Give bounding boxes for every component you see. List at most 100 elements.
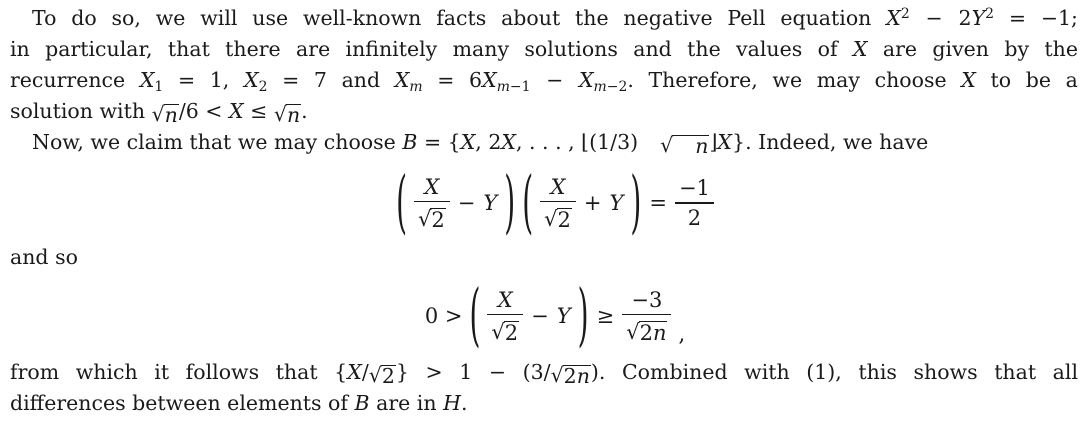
paragraph-line: recurrence X1 = 1, X2 = 7 and Xm = 6Xm−1… bbox=[10, 65, 1078, 96]
radicand: 2 bbox=[556, 208, 572, 233]
fraction-numerator: −1 bbox=[678, 176, 710, 201]
text-run: from which it follows that { bbox=[10, 360, 348, 384]
sqrt-n: √ n bbox=[151, 102, 179, 127]
math-var-Y: Y bbox=[971, 6, 986, 30]
math-sup: 2 bbox=[985, 6, 994, 23]
math-sub-var: m bbox=[593, 78, 607, 95]
math-var-Y: Y bbox=[483, 191, 498, 215]
text-run: , . . . , ⌊(1/3) bbox=[515, 130, 639, 154]
math-minus: − bbox=[457, 191, 476, 215]
math-var-X: X bbox=[961, 68, 976, 92]
text-run: in particular, that there are infinitely… bbox=[10, 37, 838, 61]
math-var-X: X bbox=[886, 6, 901, 30]
paragraph-line: from which it follows that {X/√ 2} > 1 − … bbox=[10, 357, 1078, 388]
radical-sign: √ bbox=[491, 320, 505, 345]
radicand: 2n bbox=[562, 364, 591, 388]
math-var-B: B bbox=[354, 391, 370, 415]
fraction-denominator: √ 2 bbox=[487, 315, 523, 344]
sqrt-2: √ 2 bbox=[491, 320, 520, 346]
inequality-prefix: 0 > bbox=[424, 304, 463, 328]
sqrt-2n: √ 2n bbox=[626, 320, 668, 346]
radicand-var: n bbox=[576, 364, 590, 388]
text-run: are in bbox=[376, 391, 437, 415]
fraction-bar bbox=[540, 200, 576, 203]
radicand: 2 bbox=[503, 321, 520, 346]
radicand: n bbox=[672, 135, 710, 158]
math-var-X: X bbox=[501, 130, 516, 154]
text-run: . Therefore, we may choose bbox=[627, 68, 947, 92]
text-run: to be a bbox=[990, 68, 1078, 92]
fraction-denominator: 2 bbox=[687, 205, 702, 230]
text-run: = { bbox=[423, 130, 461, 154]
equals-sign: = bbox=[649, 191, 667, 215]
math-var-X: X bbox=[243, 68, 259, 92]
fraction-neg1-over-2: −1 2 bbox=[674, 176, 714, 230]
radicand: 2n bbox=[638, 321, 668, 346]
text-run: . bbox=[301, 99, 308, 123]
radicand-coeff: 2 bbox=[639, 321, 653, 346]
display-equation-1: (X √ 2− Y) (X √ 2 + Y) = −1 2 bbox=[10, 164, 1078, 242]
paragraph-line: differences between elements of B are in… bbox=[10, 388, 1078, 419]
math-sub: m−2 bbox=[594, 79, 628, 95]
sqrt-2n: √ 2n bbox=[551, 364, 591, 388]
fraction-bar bbox=[414, 200, 450, 203]
big-paren-left: ( bbox=[522, 161, 534, 243]
text-run: /6 < bbox=[178, 99, 223, 123]
paragraph-line: Now, we claim that we may choose B = {X,… bbox=[10, 127, 1078, 158]
math-var-X: X bbox=[460, 130, 476, 154]
math-var-X: X bbox=[139, 68, 155, 92]
radical-sign: √ bbox=[151, 102, 165, 126]
text-run: , 2 bbox=[475, 130, 502, 154]
text-run: solution with bbox=[10, 99, 146, 123]
sqrt-n: √ n bbox=[638, 134, 710, 158]
math-var-X: X bbox=[229, 99, 244, 123]
text-run: = 1, bbox=[177, 68, 230, 92]
geq-sign: ≥ bbox=[596, 304, 615, 328]
fraction-denominator: √ 2 bbox=[414, 202, 450, 231]
math-var-Y: Y bbox=[609, 191, 624, 215]
text-run: and so bbox=[10, 245, 78, 269]
math-var-H: H bbox=[443, 391, 461, 415]
fraction-X-over-sqrt2: X √ 2 bbox=[414, 174, 450, 231]
math-coeff: 2 bbox=[958, 6, 972, 30]
radical-sign: √ bbox=[273, 102, 287, 126]
fraction-numerator: −3 bbox=[631, 287, 663, 312]
radicand: n bbox=[163, 103, 179, 127]
fraction-numerator: X bbox=[550, 174, 566, 199]
math-var-X: X bbox=[394, 68, 410, 92]
text-run: recurrence bbox=[10, 68, 126, 92]
slash: / bbox=[361, 360, 369, 384]
text-run: differences between elements of bbox=[10, 391, 348, 415]
text-run: ). Combined with (1), this shows that al… bbox=[590, 360, 1079, 384]
big-paren-right: ) bbox=[630, 161, 642, 243]
fraction-X-over-sqrt2: X √ 2 bbox=[487, 287, 524, 344]
math-minus: − bbox=[925, 6, 943, 30]
radical-sign: √ bbox=[626, 320, 640, 345]
fraction-numerator: X bbox=[497, 287, 513, 312]
math-var-B: B bbox=[402, 130, 418, 154]
sqrt-2: √ 2 bbox=[369, 364, 396, 388]
math-var-X: X bbox=[482, 68, 497, 92]
math-var-X: X bbox=[852, 37, 868, 61]
math-var-X: X bbox=[347, 360, 362, 384]
math-plus: + bbox=[583, 191, 602, 215]
text-run: are given by the bbox=[882, 37, 1078, 61]
math-sub-var: m bbox=[496, 78, 510, 95]
floor-bracket: ⌋ bbox=[709, 130, 718, 154]
fraction-X-over-sqrt2: X √ 2 bbox=[540, 174, 576, 231]
fraction-denominator: √ 2 bbox=[540, 202, 576, 231]
leq-sign: ≤ bbox=[250, 99, 268, 123]
big-paren-right: ) bbox=[504, 161, 516, 243]
sqrt-2: √ 2 bbox=[418, 208, 446, 231]
sqrt-n: √ n bbox=[273, 102, 302, 127]
big-paren-left: ( bbox=[469, 274, 481, 356]
text-run: }. Indeed, we have bbox=[732, 130, 929, 154]
fraction-numerator: X bbox=[424, 174, 440, 199]
sqrt-2: √ 2 bbox=[544, 208, 572, 231]
math-sub-offset: −1 bbox=[509, 78, 531, 95]
paragraph-line: solution with √ n/6 < X ≤ √ n. bbox=[10, 96, 1078, 127]
text-run: Now, we claim that we may choose bbox=[32, 130, 396, 154]
math-sub: m bbox=[409, 78, 423, 95]
text-run: = 7 and bbox=[282, 68, 381, 92]
